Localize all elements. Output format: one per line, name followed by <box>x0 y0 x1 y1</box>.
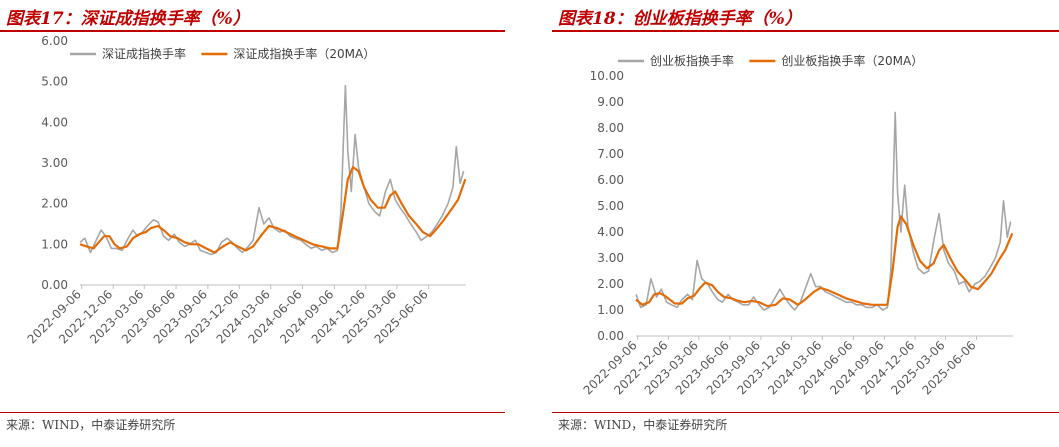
legend: 深证成指换手率 深证成指换手率（20MA） <box>70 46 375 61</box>
y-tick-label: 7.00 <box>597 147 624 161</box>
y-tick-label: 2.00 <box>41 197 68 211</box>
y-tick-label: 4.00 <box>41 115 68 129</box>
legend: 创业板指换手率 创业板指换手率（20MA） <box>618 53 923 68</box>
y-tick-label: 6.00 <box>597 173 624 187</box>
series-line <box>635 111 1012 311</box>
series-ma20 <box>635 215 1014 308</box>
y-tick-label: 10.00 <box>590 69 624 83</box>
series-line <box>635 215 1014 308</box>
title-rule <box>0 30 505 32</box>
y-tick-label: 8.00 <box>597 121 624 135</box>
y-tick-label: 1.00 <box>41 237 68 251</box>
series-raw <box>635 111 1012 311</box>
chart-panel-szse: 图表17：深证成指换手率（%） 0.00 1.00 2.00 3.00 4.00 5.00… <box>0 0 505 447</box>
legend-label: 创业板指换手率（20MA） <box>781 53 923 68</box>
chart-title: 图表18：创业板指换手率（%） <box>558 9 802 29</box>
y-tick-label: 9.00 <box>597 95 624 109</box>
source-rule <box>0 412 505 413</box>
chart-panel-chinext: 图表18：创业板指换手率（%） 0.00 1.00 2.00 3.00 4.00 5.00… <box>552 0 1059 447</box>
source-rule <box>552 412 1059 413</box>
y-tick-label: 0.00 <box>597 329 624 343</box>
legend-label: 深证成指换手率（20MA） <box>233 46 375 61</box>
source-note: 来源：WIND，中泰证券研究所 <box>558 418 728 432</box>
legend-label: 创业板指换手率 <box>650 53 734 68</box>
y-tick-label: 3.00 <box>41 156 68 170</box>
y-tick-label: 5.00 <box>597 199 624 213</box>
series-raw <box>79 84 465 256</box>
y-tick-label: 2.00 <box>597 277 624 291</box>
source-note: 来源：WIND，中泰证券研究所 <box>6 418 176 432</box>
title-rule <box>552 30 1059 32</box>
series-line <box>79 166 467 254</box>
y-tick-label: 6.00 <box>41 36 68 48</box>
y-tick-label: 3.00 <box>597 251 624 265</box>
legend-label: 深证成指换手率 <box>102 46 186 61</box>
chart-szse-turnover: 0.001.002.003.004.005.006.002022-09-0620… <box>25 36 467 346</box>
y-tick-label: 0.00 <box>41 278 68 292</box>
chart-chinext-turnover: 0.00 1.00 2.00 3.00 4.00 5.00 6.00 7.00 8.00 9.00… <box>581 53 1014 397</box>
y-tick-label: 5.00 <box>41 75 68 89</box>
series-line <box>79 84 465 256</box>
y-tick-label: 4.00 <box>597 225 624 239</box>
y-tick-label: 1.00 <box>597 303 624 317</box>
series-ma20 <box>79 166 467 254</box>
chart-title: 图表17：深证成指换手率（%） <box>6 9 250 29</box>
